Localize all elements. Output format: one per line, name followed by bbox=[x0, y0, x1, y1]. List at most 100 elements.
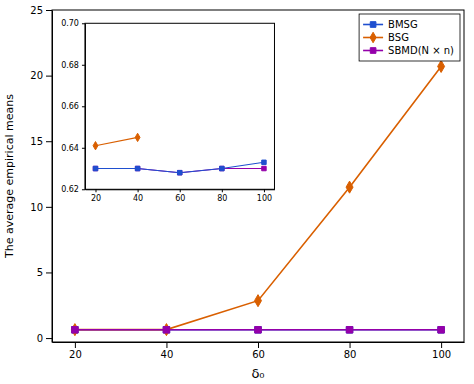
point-marker bbox=[346, 181, 353, 193]
y-axis-tick: 5 bbox=[37, 267, 52, 278]
point-marker bbox=[255, 327, 261, 333]
x-axis: 20 40 60 80 100 bbox=[53, 342, 465, 360]
point-marker bbox=[163, 327, 169, 333]
inset-y-axis-tick-label: 0.62 bbox=[61, 185, 79, 194]
y-axis-tick-mark bbox=[46, 338, 52, 339]
y-axis-tick-label: 25 bbox=[30, 5, 43, 16]
y-axis-tick: 15 bbox=[30, 136, 52, 147]
inset-y-axis-tick: 0.66 bbox=[61, 102, 85, 111]
legend-label: BSG bbox=[388, 32, 409, 43]
inset-x-axis-tick-label: 100 bbox=[257, 194, 272, 203]
x-axis-tick-label: 80 bbox=[344, 349, 357, 360]
inset-y-axis-tick-label: 0.68 bbox=[61, 61, 79, 70]
main-plot: 204060801000510152025204060801000.620.64… bbox=[30, 5, 464, 360]
point-marker bbox=[163, 327, 169, 333]
legend-item: SBMD(N × n) bbox=[363, 45, 454, 56]
inset-point-marker bbox=[93, 166, 97, 170]
legend-label: SBMD(N × n) bbox=[388, 45, 454, 56]
inset-x-axis-tick-label: 80 bbox=[217, 194, 227, 203]
inset-point-marker bbox=[93, 142, 98, 150]
inset-point-marker bbox=[177, 170, 181, 174]
x-axis-tick-label: 60 bbox=[252, 349, 265, 360]
plot-frame bbox=[52, 10, 464, 342]
inset-point-marker bbox=[262, 160, 266, 164]
point-marker bbox=[346, 327, 352, 333]
inset-point-marker bbox=[135, 166, 139, 170]
chart-svg: 204060801000510152025204060801000.620.64… bbox=[0, 0, 474, 384]
y-axis-tick: 25 bbox=[30, 5, 52, 16]
y-axis-tick: 20 bbox=[30, 70, 52, 81]
x-axis-tick-mark bbox=[75, 342, 76, 348]
legend-box bbox=[359, 14, 460, 61]
inset-x-axis-tick: 100 bbox=[257, 189, 272, 203]
inset-y-axis-tick-label: 0.66 bbox=[61, 102, 79, 111]
legend-swatch-marker bbox=[370, 32, 376, 43]
x-axis-tick-mark bbox=[166, 342, 167, 348]
legend-item: BMSG bbox=[363, 19, 418, 30]
point-marker bbox=[255, 327, 261, 333]
inset-y-axis-tick: 0.62 bbox=[61, 185, 85, 194]
inset-point-marker bbox=[220, 166, 224, 170]
point-marker bbox=[72, 327, 78, 333]
x-axis-tick: 20 bbox=[69, 342, 82, 360]
inset-y-axis-tick-label: 0.70 bbox=[61, 19, 79, 28]
y-axis-tick-mark bbox=[46, 207, 52, 208]
y-axis-tick-mark bbox=[46, 272, 52, 273]
x-axis-tick: 100 bbox=[432, 342, 451, 360]
legend-item: BSG bbox=[363, 32, 409, 43]
x-axis-tick-mark bbox=[258, 342, 259, 348]
y-axis-title: The average empirical means bbox=[3, 94, 16, 259]
inset-point-marker bbox=[93, 166, 97, 170]
inset-plot-frame bbox=[85, 23, 275, 189]
x-axis-tick: 80 bbox=[344, 342, 357, 360]
x-axis-tick-label: 20 bbox=[69, 349, 82, 360]
point-marker bbox=[438, 60, 445, 72]
y-axis-tick-label: 20 bbox=[30, 70, 43, 81]
inset-x-axis-tick-label: 60 bbox=[175, 194, 185, 203]
inset-x-axis-tick: 80 bbox=[217, 189, 227, 203]
plot-background bbox=[85, 23, 275, 189]
x-axis-tick-mark bbox=[441, 342, 442, 348]
x-axis-tick: 60 bbox=[252, 342, 265, 360]
inset-x-axis-tick: 60 bbox=[175, 189, 185, 203]
x-axis-tick-label: 100 bbox=[432, 349, 451, 360]
chart-container: 204060801000510152025204060801000.620.64… bbox=[0, 0, 474, 384]
legend-label: BMSG bbox=[388, 19, 418, 30]
inset-series-line bbox=[95, 137, 137, 145]
y-axis-tick-label: 5 bbox=[37, 267, 43, 278]
inset-x-axis-tick-label: 40 bbox=[133, 194, 143, 203]
inset-x-axis: 20406080100 bbox=[85, 189, 275, 203]
y-axis-tick-mark bbox=[46, 76, 52, 77]
x-axis-tick: 40 bbox=[161, 342, 174, 360]
inset-y-axis: 0.62 0.64 0.66 0.68 0.70 bbox=[61, 19, 85, 194]
point-marker bbox=[255, 295, 262, 307]
legend-swatch-marker bbox=[370, 22, 376, 28]
inset-y-axis-tick-label: 0.64 bbox=[61, 144, 79, 153]
inset-y-axis-tick: 0.70 bbox=[61, 19, 85, 28]
x-axis-tick-label: 40 bbox=[161, 349, 174, 360]
x-axis-title: δ₀ bbox=[251, 366, 264, 381]
y-axis-tick: 0 bbox=[37, 333, 52, 344]
y-axis-tick: 10 bbox=[30, 202, 52, 213]
legend: BMSG BSG SBMD(N × n) bbox=[359, 14, 460, 61]
inset-y-axis-tick: 0.68 bbox=[61, 61, 85, 70]
point-marker bbox=[163, 324, 170, 336]
legend-swatch-marker bbox=[370, 48, 376, 54]
point-marker bbox=[72, 327, 78, 333]
inset-x-axis-tick: 40 bbox=[133, 189, 143, 203]
inset-point-marker bbox=[262, 166, 266, 170]
y-axis-tick-mark bbox=[46, 141, 52, 142]
y-axis-tick-label: 10 bbox=[30, 202, 43, 213]
y-axis-tick-mark bbox=[46, 10, 52, 11]
plot-background bbox=[52, 10, 464, 342]
point-marker bbox=[346, 327, 352, 333]
inset-y-axis-tick: 0.64 bbox=[61, 144, 85, 153]
point-marker bbox=[438, 327, 444, 333]
inset-point-marker bbox=[220, 166, 224, 170]
inset-plot: 204060801000.620.640.660.680.70 bbox=[61, 19, 275, 203]
inset-point-marker bbox=[177, 170, 181, 174]
inset-point-marker bbox=[135, 166, 139, 170]
inset-series-layer bbox=[93, 133, 266, 175]
y-axis: 0 5 10 15 20 25 bbox=[30, 5, 52, 344]
y-axis-tick-label: 15 bbox=[30, 136, 43, 147]
